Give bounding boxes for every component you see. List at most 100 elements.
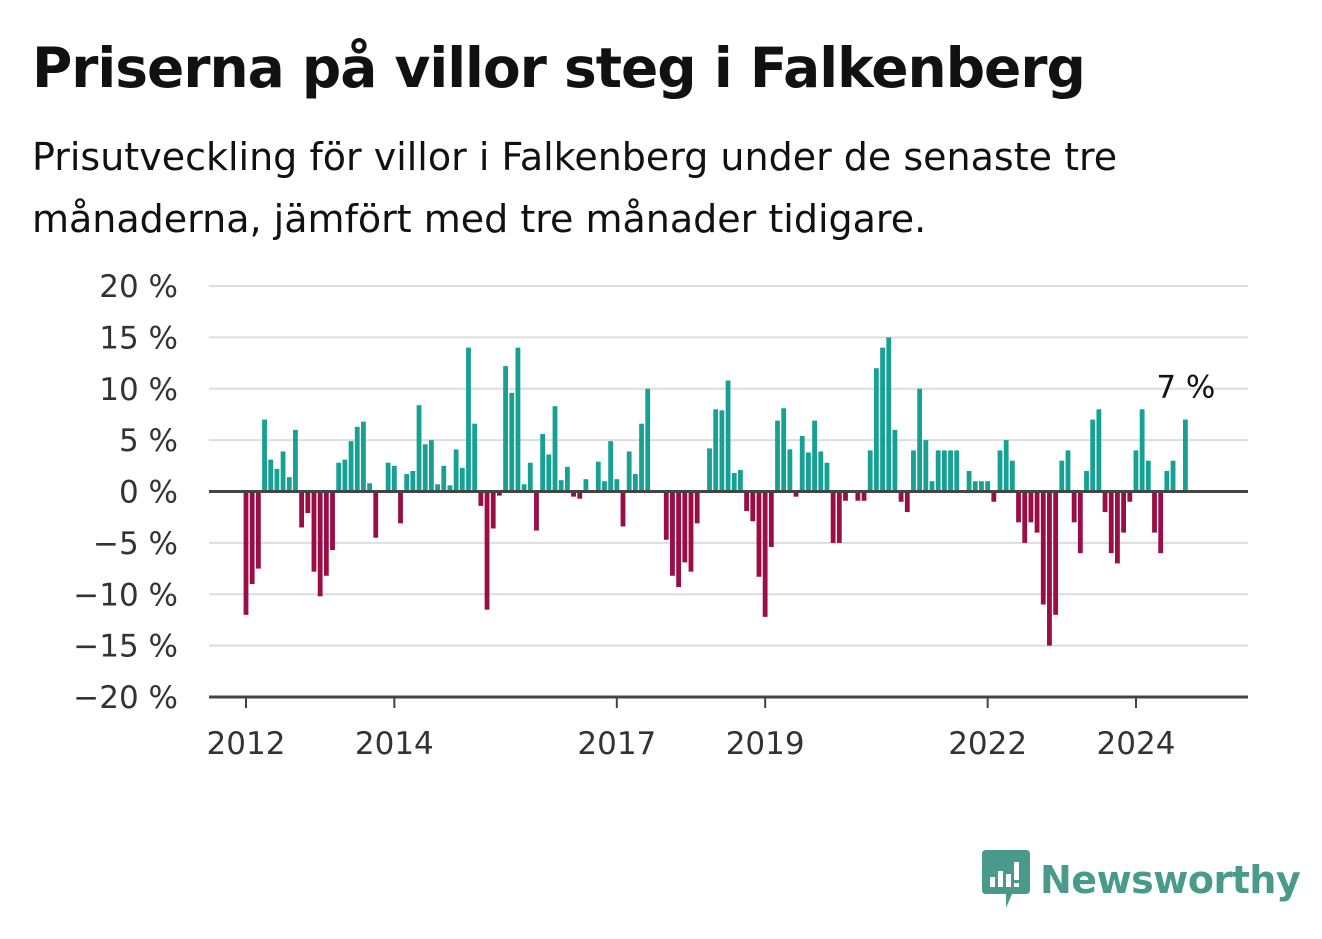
bar xyxy=(1152,491,1157,533)
bar xyxy=(1053,491,1059,615)
bar xyxy=(534,491,539,531)
bar xyxy=(626,451,632,492)
bar xyxy=(595,461,601,492)
bar xyxy=(645,388,651,492)
y-axis-labels: 20 % 15 % 10 % 5 % 0 % −5 % −10 % −15 % −20 % xyxy=(73,269,178,716)
bar xyxy=(361,421,366,492)
bar xyxy=(429,440,434,492)
bar xyxy=(410,470,416,492)
bar xyxy=(836,491,842,543)
bar xyxy=(305,491,311,514)
bar xyxy=(1145,460,1151,492)
bar xyxy=(571,491,576,497)
y-tick-label: −5 % xyxy=(93,526,178,562)
bar xyxy=(466,347,471,492)
bar xyxy=(602,481,607,492)
x-tick-label: 2024 xyxy=(1097,726,1176,762)
bar xyxy=(966,470,972,492)
bar xyxy=(1115,491,1120,564)
bar xyxy=(799,436,805,492)
bar xyxy=(274,468,280,492)
bar xyxy=(750,491,756,522)
bar xyxy=(979,481,984,492)
bar xyxy=(447,485,453,492)
bar xyxy=(719,410,725,492)
bar xyxy=(880,347,885,492)
x-tick-label: 2014 xyxy=(355,726,434,762)
bar xyxy=(991,491,997,502)
bar xyxy=(1121,491,1127,533)
bar xyxy=(954,450,960,492)
bar xyxy=(422,444,428,492)
bar xyxy=(632,474,638,492)
bar xyxy=(280,451,286,492)
bar xyxy=(941,450,947,492)
axes xyxy=(209,490,1248,699)
bar xyxy=(552,406,558,492)
bar xyxy=(620,491,626,527)
bar xyxy=(682,491,688,563)
bar xyxy=(509,392,515,492)
bar xyxy=(1090,419,1096,492)
bar xyxy=(342,459,348,492)
bar xyxy=(824,462,830,492)
bar xyxy=(725,380,731,492)
bar xyxy=(323,491,329,576)
bar xyxy=(861,491,867,501)
newsworthy-logo-icon xyxy=(982,850,1030,908)
bar xyxy=(781,408,787,492)
bar xyxy=(1071,491,1077,523)
bar xyxy=(1164,470,1170,492)
bar xyxy=(639,423,644,492)
bar xyxy=(416,405,422,492)
bar xyxy=(948,450,953,492)
bar xyxy=(676,491,682,588)
bar xyxy=(1059,460,1065,492)
x-axis-labels: 2012 2014 2017 2019 2022 2024 xyxy=(207,697,1176,762)
bar xyxy=(385,462,391,492)
bar xyxy=(707,448,712,492)
bar xyxy=(577,491,583,499)
bar xyxy=(1183,419,1188,492)
bar xyxy=(867,450,873,492)
bar xyxy=(558,480,564,492)
bar xyxy=(1133,450,1139,492)
bar xyxy=(762,491,768,617)
bar xyxy=(1127,491,1133,502)
bar xyxy=(972,481,978,492)
bar xyxy=(1084,470,1089,492)
bar xyxy=(453,449,459,492)
bar xyxy=(1003,440,1009,492)
bar xyxy=(1108,491,1114,554)
bar xyxy=(398,491,403,524)
last-value-annotation: 7 % xyxy=(1156,370,1215,406)
y-tick-label: 10 % xyxy=(99,372,178,408)
bar xyxy=(1028,491,1034,523)
bar xyxy=(478,491,484,506)
y-tick-label: 20 % xyxy=(99,269,178,305)
bar xyxy=(459,467,465,492)
bar xyxy=(1034,491,1040,533)
bar xyxy=(917,388,923,492)
bar xyxy=(775,420,780,492)
bar xyxy=(855,491,861,501)
bar xyxy=(911,450,916,492)
y-tick-label: −10 % xyxy=(73,577,178,613)
bar xyxy=(249,491,255,584)
bar xyxy=(997,450,1003,492)
y-tick-label: 15 % xyxy=(99,320,178,356)
bar xyxy=(540,433,546,492)
bar xyxy=(1065,450,1071,492)
bar xyxy=(1170,460,1176,492)
bar xyxy=(243,491,249,615)
bar xyxy=(985,481,991,492)
bar xyxy=(738,469,743,492)
y-tick-label: 5 % xyxy=(119,423,178,459)
bar xyxy=(286,477,292,492)
bar xyxy=(348,441,354,492)
x-tick-label: 2022 xyxy=(948,726,1027,762)
bar xyxy=(793,491,799,497)
bar xyxy=(503,366,508,492)
bar xyxy=(546,454,552,492)
